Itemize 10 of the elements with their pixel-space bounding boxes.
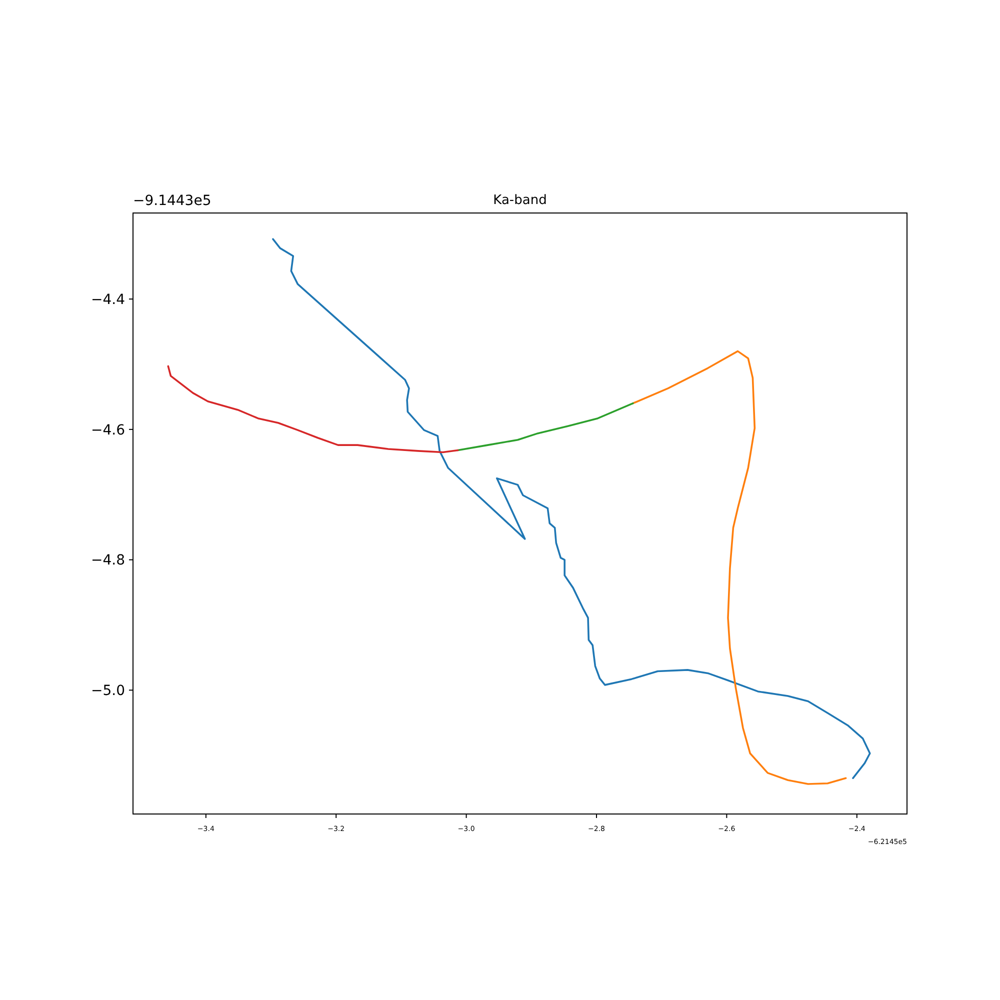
chart-title: Ka-band bbox=[493, 193, 547, 208]
line-series bbox=[632, 350, 847, 785]
text: −9.1443e5 bbox=[133, 193, 212, 209]
line-series bbox=[456, 402, 634, 452]
y-tick-label: −4.6 bbox=[91, 422, 126, 438]
y-tick-label: −4.8 bbox=[91, 552, 125, 569]
y-tick-label: −4.4 bbox=[91, 292, 126, 308]
line-series bbox=[272, 238, 871, 780]
y-tick-label: −5.0 bbox=[91, 683, 125, 700]
line-series bbox=[167, 365, 459, 454]
